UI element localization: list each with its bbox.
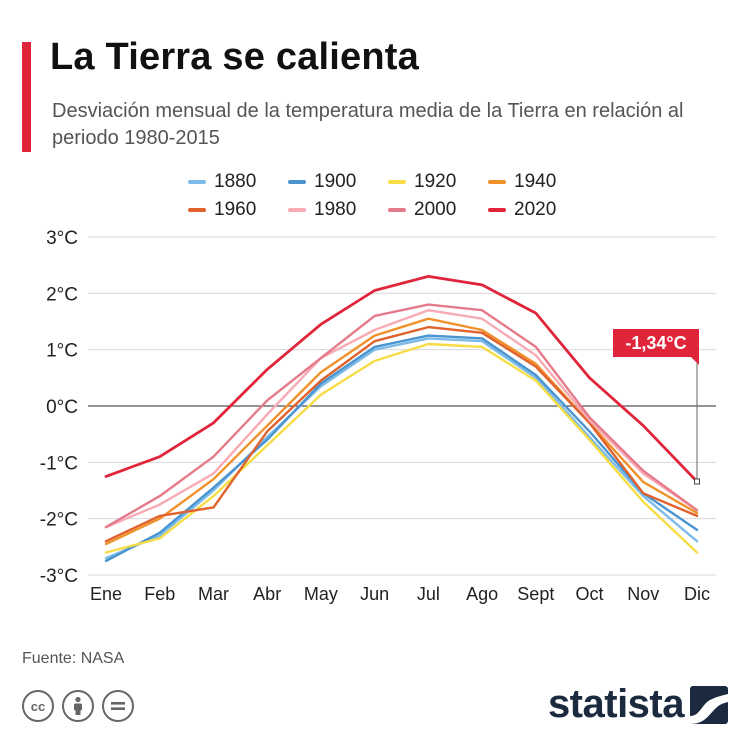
annotation-pointer: [691, 357, 699, 365]
legend-label-1880: 1880: [214, 171, 257, 192]
series-line-1980: [104, 309, 699, 529]
line-chart: 3°C 2°C 1°C 0°C -1°C -2°C -3°C Ene Feb Mar Abr May J…: [40, 228, 716, 604]
series-line-2020: [104, 274, 699, 483]
legend-item-2020: 2020: [488, 199, 588, 220]
legend-label-1960: 1960: [214, 199, 257, 220]
no-derivatives-icon: [102, 690, 134, 722]
x-tick-label: Nov: [627, 584, 659, 604]
series-line-2000: [104, 303, 699, 529]
legend-label-2020: 2020: [514, 199, 557, 220]
x-tick-label: Abr: [253, 584, 281, 604]
legend-item-2000: 2000: [388, 199, 488, 220]
legend-swatch-1980: [288, 208, 306, 212]
license-icons: cc: [22, 690, 134, 722]
x-tick-label: Mar: [198, 584, 229, 604]
legend-item-1920: 1920: [388, 171, 488, 192]
x-tick-label: Feb: [144, 584, 175, 604]
legend-swatch-1880: [188, 180, 206, 184]
brand-name: statista: [547, 682, 685, 726]
legend-swatch-1940: [488, 180, 506, 184]
legend-item-1980: 1980: [288, 199, 388, 220]
legend-item-1900: 1900: [288, 171, 388, 192]
legend-item-1880: 1880: [188, 171, 288, 192]
legend-swatch-1960: [188, 208, 206, 212]
x-tick-label: Sept: [517, 584, 554, 604]
y-tick-label: 3°C: [46, 228, 78, 249]
annotation-marker: [694, 478, 700, 485]
x-tick-label: Jul: [417, 584, 440, 604]
legend-label-1920: 1920: [414, 171, 457, 192]
legend-item-1940: 1940: [488, 171, 588, 192]
attribution-icon: [62, 690, 94, 722]
page-subtitle: Desviación mensual de la temperatura med…: [52, 100, 684, 149]
page-title: La Tierra se calienta: [50, 36, 419, 78]
accent-bar: [22, 42, 31, 152]
x-tick-label: May: [304, 584, 338, 604]
series-line-1920: [104, 342, 699, 554]
source-note: Fuente: NASA: [22, 650, 125, 667]
legend-swatch-1920: [388, 180, 406, 184]
annotation-label: -1,34°C: [625, 333, 686, 353]
x-tick-label: Ago: [466, 584, 498, 604]
legend-label-1940: 1940: [514, 171, 557, 192]
x-tick-label: Ene: [90, 584, 122, 604]
series-line-1880: [104, 337, 699, 560]
y-tick-label: 0°C: [46, 397, 78, 418]
legend-swatch-2000: [388, 208, 406, 212]
y-tick-label: -3°C: [40, 566, 78, 587]
cc-icon: cc: [22, 690, 54, 722]
statista-wave-icon: [690, 685, 728, 724]
legend-item-1960: 1960: [188, 199, 288, 220]
y-tick-label: 1°C: [46, 341, 78, 362]
y-tick-label: -2°C: [40, 510, 78, 531]
legend-swatch-2020: [488, 208, 506, 212]
y-tick-label: -1°C: [40, 453, 78, 474]
x-tick-label: Oct: [576, 584, 604, 604]
legend-label-1980: 1980: [314, 199, 357, 220]
annotation-box: [613, 329, 699, 357]
statista-logo: statista: [548, 682, 728, 727]
legend-label-1900: 1900: [314, 171, 357, 192]
series-line-1900: [104, 334, 699, 563]
y-tick-label: 2°C: [46, 284, 78, 305]
legend-swatch-1900: [288, 180, 306, 184]
series-line-1960: [104, 325, 699, 543]
x-tick-label: Jun: [360, 584, 389, 604]
legend-label-2000: 2000: [414, 199, 457, 220]
chart-legend: 1880 1900 1920 1940 1960 1980 2000 2020: [188, 171, 608, 220]
x-tick-label: Dic: [684, 584, 710, 604]
